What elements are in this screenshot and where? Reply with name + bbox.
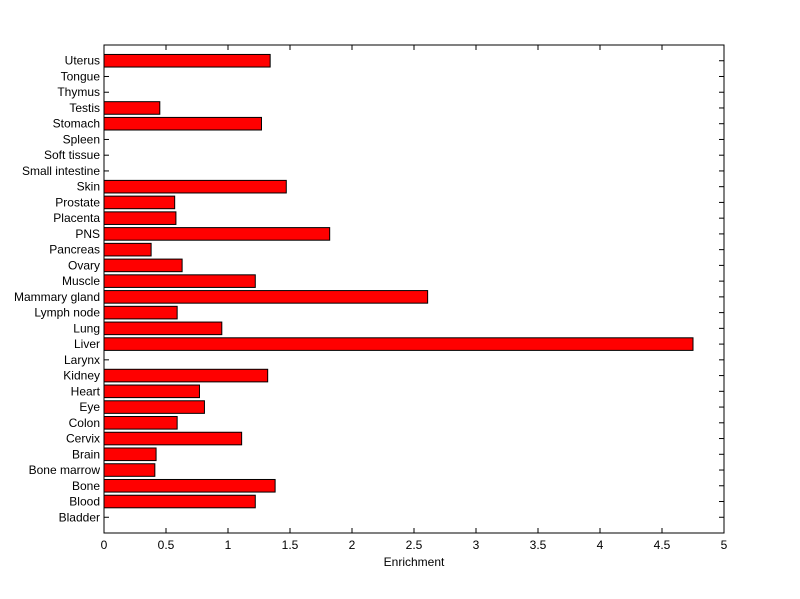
- bar: [103, 384, 200, 399]
- y-tick-label: Kidney: [63, 369, 100, 383]
- y-tick-label: Lung: [73, 321, 100, 335]
- bar: [103, 400, 205, 414]
- x-axis-label: Enrichment: [384, 555, 445, 569]
- y-tick-label: Soft tissue: [44, 148, 100, 162]
- y-tick-label: Uterus: [65, 54, 100, 68]
- bar: [103, 179, 287, 194]
- y-tick-label: Eye: [79, 400, 100, 414]
- bar: [103, 211, 177, 225]
- bar: [103, 478, 276, 493]
- y-tick-label: Pancreas: [49, 243, 100, 257]
- x-tick-label: 2: [349, 538, 356, 552]
- y-tick-label: Spleen: [63, 132, 100, 146]
- y-tick-label: Brain: [72, 447, 100, 461]
- x-tick-label: 0: [101, 538, 108, 552]
- x-tick-label: 3.5: [530, 538, 547, 552]
- y-tick-label: Liver: [74, 337, 100, 351]
- bar: [103, 368, 269, 383]
- x-tick-label: 2.5: [406, 538, 423, 552]
- bar: [103, 416, 178, 430]
- y-tick-label: Lymph node: [34, 306, 100, 320]
- x-tick-label: 1.5: [282, 538, 299, 552]
- y-tick-label: Larynx: [64, 353, 100, 367]
- y-tick-label: Small intestine: [22, 164, 100, 178]
- bar: [103, 494, 256, 509]
- y-tick-label: Mammary gland: [14, 290, 100, 304]
- x-tick-label: 1: [225, 538, 232, 552]
- y-tick-label: Tongue: [61, 69, 101, 83]
- x-tick-label: 5: [721, 538, 728, 552]
- y-tick-label: Colon: [69, 416, 100, 430]
- y-tick-label: Muscle: [62, 274, 100, 288]
- bar: [103, 305, 178, 320]
- bar: [103, 321, 223, 336]
- y-tick-label: Bone: [72, 479, 100, 493]
- y-tick-label: Placenta: [53, 211, 100, 225]
- bar: [103, 274, 256, 288]
- y-tick-label: Testis: [69, 101, 100, 115]
- bar: [103, 242, 152, 257]
- y-tick-label: Blood: [69, 495, 100, 509]
- y-tick-label: Cervix: [66, 432, 100, 446]
- bar: [103, 116, 262, 131]
- x-tick-label: 4: [597, 538, 604, 552]
- y-tick-label: PNS: [75, 227, 100, 241]
- bar: [103, 290, 429, 304]
- x-tick-label: 4.5: [654, 538, 671, 552]
- y-tick-label: Heart: [71, 384, 101, 398]
- x-tick-label: 0.5: [158, 538, 175, 552]
- bar: [103, 463, 156, 477]
- bar: [103, 195, 176, 210]
- bar: [103, 431, 243, 446]
- bar: [103, 53, 271, 68]
- y-tick-label: Bladder: [59, 510, 100, 524]
- y-tick-label: Skin: [77, 180, 100, 194]
- y-tick-label: Bone marrow: [29, 463, 101, 477]
- bar: [103, 337, 694, 351]
- bar: [103, 227, 331, 241]
- bar: [103, 101, 161, 115]
- y-tick-label: Ovary: [68, 258, 100, 272]
- bar: [103, 447, 157, 462]
- bar: [103, 258, 183, 273]
- x-tick-label: 3: [473, 538, 480, 552]
- y-tick-label: Thymus: [57, 85, 100, 99]
- y-tick-label: Stomach: [53, 117, 100, 131]
- y-tick-label: Prostate: [55, 195, 100, 209]
